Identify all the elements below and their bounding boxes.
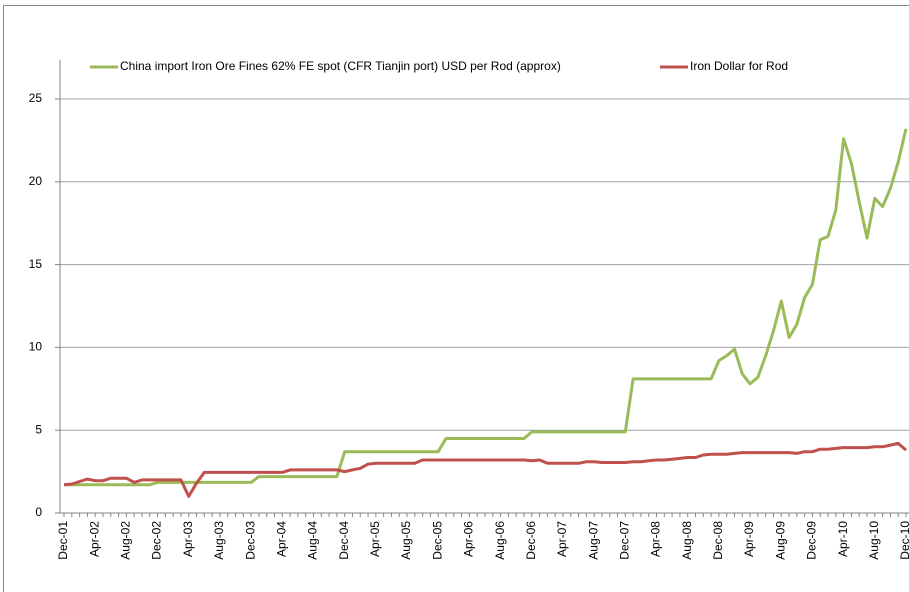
y-tick-label: 15 — [29, 257, 43, 271]
x-tick-label: Apr-09 — [742, 521, 756, 557]
series-line — [64, 128, 908, 487]
x-tick-label: Apr-10 — [836, 521, 850, 557]
legend-label: China import Iron Ore Fines 62% FE spot … — [120, 59, 561, 73]
y-tick-label: 25 — [29, 91, 43, 105]
x-tick-label: Apr-06 — [462, 521, 476, 557]
x-tick-label: Apr-03 — [181, 521, 195, 557]
y-tick-label: 10 — [29, 340, 43, 354]
x-tick-label: Dec-03 — [243, 521, 257, 560]
x-tick-label: Aug-07 — [586, 521, 600, 560]
x-tick-label: Aug-09 — [773, 521, 787, 560]
x-tick-label: Dec-05 — [430, 521, 444, 560]
x-tick-label: Apr-07 — [555, 521, 569, 557]
x-tick-label: Aug-04 — [306, 521, 320, 560]
y-tick-label: 0 — [35, 505, 42, 519]
x-tick-label: Dec-02 — [150, 521, 164, 560]
x-tick-label: Apr-08 — [649, 521, 663, 557]
y-tick-label: 5 — [35, 422, 42, 436]
x-tick-label: Aug-10 — [867, 521, 881, 560]
x-tick-label: Aug-02 — [119, 521, 133, 560]
x-tick-label: Aug-03 — [212, 521, 226, 560]
x-tick-label: Dec-01 — [56, 521, 70, 560]
legend-label: Iron Dollar for Rod — [690, 59, 788, 73]
y-tick-label: 20 — [29, 174, 43, 188]
x-tick-label: Aug-06 — [493, 521, 507, 560]
x-tick-label: Dec-08 — [711, 521, 725, 560]
x-tick-label: Dec-10 — [898, 521, 909, 560]
x-tick-label: Dec-04 — [337, 521, 351, 560]
series-line — [63, 441, 907, 498]
x-tick-label: Apr-04 — [274, 521, 288, 557]
x-tick-label: Dec-07 — [618, 521, 632, 560]
x-tick-label: Aug-08 — [680, 521, 694, 560]
x-tick-label: Aug-05 — [399, 521, 413, 560]
x-tick-label: Apr-02 — [87, 521, 101, 557]
x-tick-label: Dec-09 — [805, 521, 819, 560]
chart-border — [3, 5, 909, 592]
x-tick-label: Apr-05 — [368, 521, 382, 557]
x-tick-label: Dec-06 — [524, 521, 538, 560]
